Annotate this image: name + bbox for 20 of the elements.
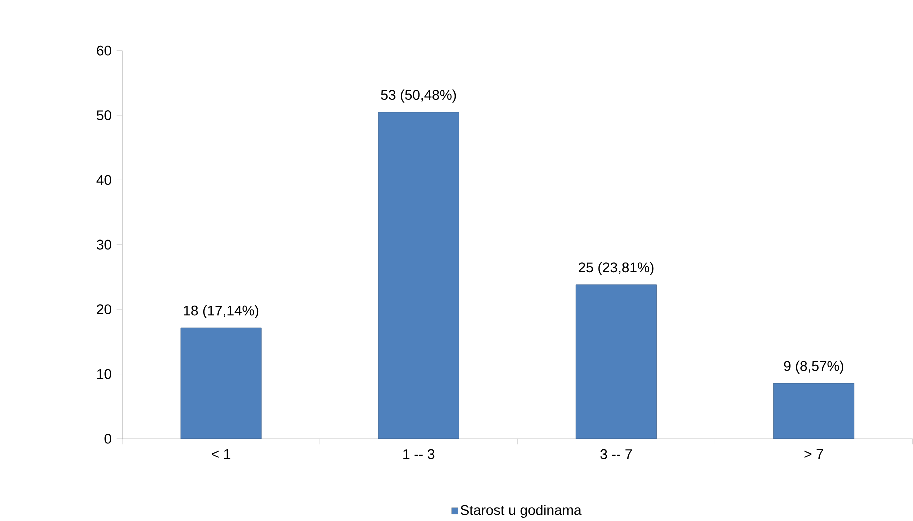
bar xyxy=(774,383,855,440)
y-tick-label: 60 xyxy=(97,46,112,56)
bar xyxy=(378,112,460,440)
x-tick-label: > 7 xyxy=(804,449,824,460)
y-tick-label: 20 xyxy=(97,304,112,315)
data-label: 53 (50,48%) xyxy=(381,90,456,103)
y-tick-label: 40 xyxy=(96,175,112,186)
y-tick-label: 10 xyxy=(98,369,112,380)
y-tick-label: 0 xyxy=(104,434,112,444)
x-tick-label: 3 -- 7 xyxy=(600,449,632,460)
bar xyxy=(576,284,657,440)
x-tick-label: < 1 xyxy=(212,449,231,460)
y-tick-label: 30 xyxy=(96,240,112,250)
data-label: 25 (23,81%) xyxy=(578,262,654,276)
y-tick-label: 50 xyxy=(97,110,112,120)
data-label: 18 (17,14%) xyxy=(184,305,259,319)
data-label: 9 (8,57%) xyxy=(784,360,844,374)
legend-label: Starost u godinama xyxy=(460,504,582,518)
bar xyxy=(180,328,262,440)
x-tick-label: 1 -- 3 xyxy=(404,449,435,460)
